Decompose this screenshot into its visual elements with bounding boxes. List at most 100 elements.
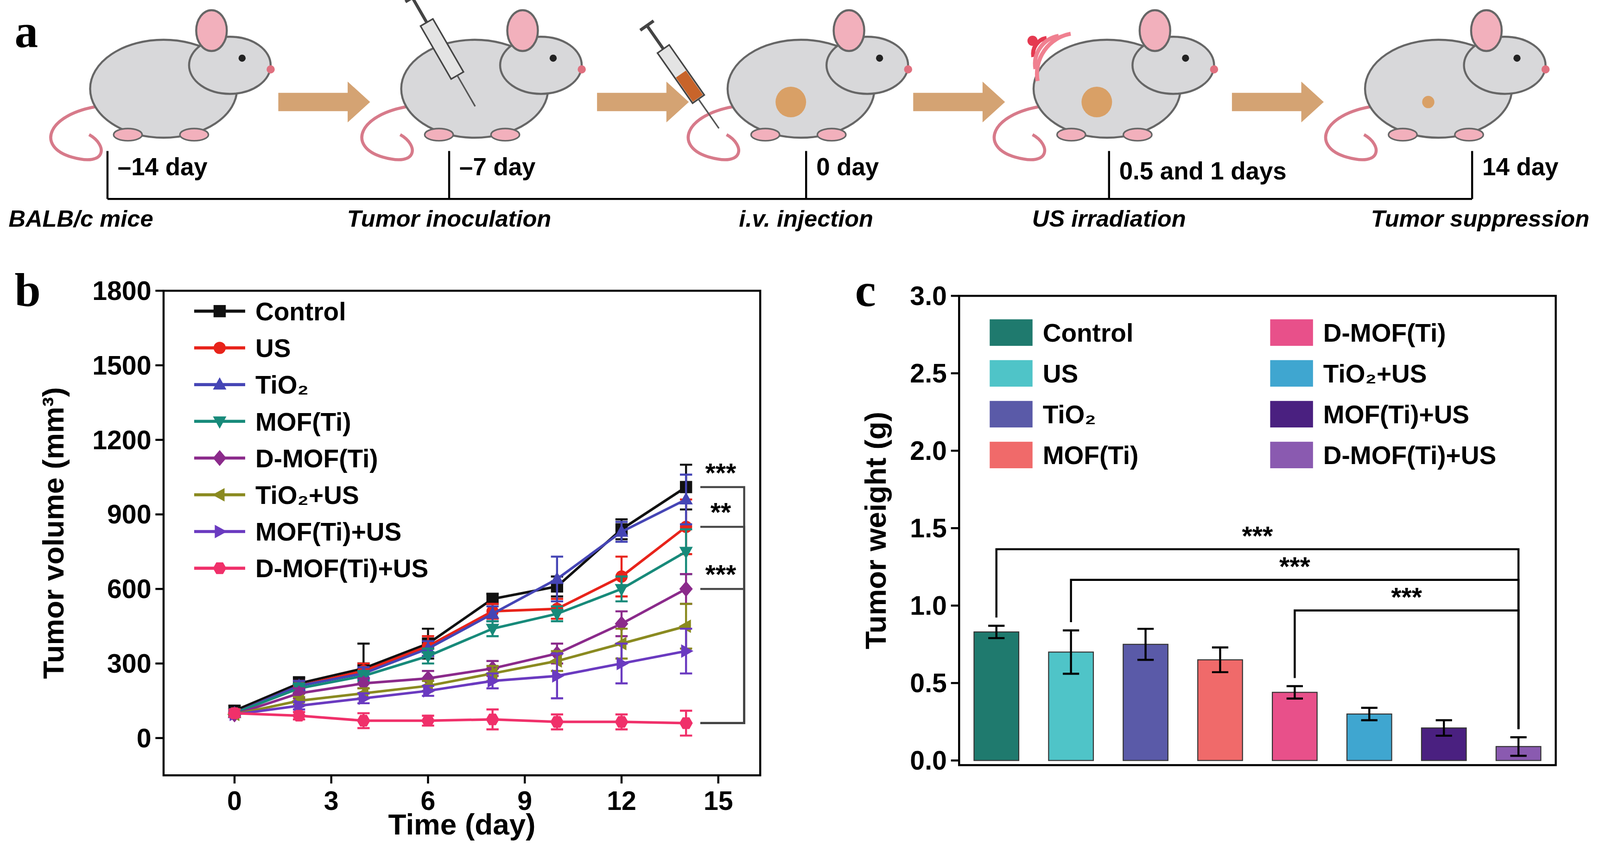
x-tick <box>620 774 623 784</box>
mouse-nose <box>266 65 275 74</box>
timeline-tick <box>1108 151 1111 199</box>
mouse-eye <box>876 54 883 62</box>
syringe-icon <box>405 0 483 111</box>
data-point <box>487 673 500 688</box>
mouse-foot <box>490 128 520 141</box>
mouse-eye <box>238 54 246 62</box>
y-tick <box>951 526 960 529</box>
legend-label: MOF(Ti) <box>255 407 352 437</box>
data-point <box>550 716 564 728</box>
y-tick-label: 0.0 <box>909 745 947 775</box>
error-bar <box>1062 630 1080 674</box>
x-axis-title: Time (day) <box>388 807 536 841</box>
syringe-plunger <box>405 0 420 2</box>
syringe-plunger <box>640 20 654 31</box>
mouse-ear <box>1139 10 1171 51</box>
panel-letter: a <box>14 5 39 58</box>
syringe-icon <box>640 20 726 134</box>
tumor <box>1422 95 1435 108</box>
y-tick <box>951 759 960 762</box>
timeline-tick <box>805 151 807 199</box>
ultrasound-source <box>1027 35 1038 46</box>
error-bar <box>988 625 1005 639</box>
legend-marker <box>214 524 227 539</box>
mouse-ear <box>1471 10 1502 51</box>
mouse-foot <box>1123 128 1153 141</box>
legend-swatch <box>989 441 1033 469</box>
timeline-time: 0.5 and 1 days <box>1119 157 1287 185</box>
tumor <box>1081 86 1112 118</box>
syringe-barrel <box>420 19 464 80</box>
y-tick-label: 1.5 <box>909 513 947 543</box>
significance-bracket <box>996 549 1519 730</box>
data-point <box>292 709 306 722</box>
legend-swatch <box>1269 400 1313 428</box>
y-tick <box>951 449 960 452</box>
timeline-panel: –14 dayBALB/c mice–7 dayTumor inoculatio… <box>8 0 1590 232</box>
data-point <box>550 608 564 621</box>
mouse-foot <box>1057 128 1086 141</box>
legend-swatch <box>989 319 1033 346</box>
series-line <box>234 499 686 713</box>
data-point <box>485 713 500 725</box>
mouse-tail <box>1325 106 1377 160</box>
data-point <box>552 668 565 683</box>
significance-label: *** <box>705 457 737 488</box>
legend-swatch <box>989 360 1033 387</box>
significance-bracket <box>700 588 745 723</box>
mouse-eye <box>549 54 557 62</box>
legend-swatch <box>989 400 1033 428</box>
y-tick <box>155 662 164 665</box>
timeline-tick <box>448 151 451 199</box>
mouse-nose <box>1541 65 1550 74</box>
plot-frame <box>958 295 1556 765</box>
legend-label: MOF(Ti)+US <box>255 517 402 547</box>
y-tick-label: 1500 <box>92 350 152 381</box>
mouse-icon <box>50 10 275 160</box>
y-tick-label: 0.5 <box>909 667 947 698</box>
flow-arrow <box>913 81 1005 123</box>
bar <box>1197 659 1243 761</box>
data-point <box>614 584 629 597</box>
syringe-plunger <box>647 25 664 49</box>
significance-bracket <box>1071 579 1519 730</box>
y-tick <box>951 681 960 684</box>
legend-marker <box>213 341 226 354</box>
y-tick-label: 2.5 <box>909 358 947 388</box>
y-tick-label: 0 <box>136 723 152 753</box>
mouse-ear <box>196 10 227 51</box>
data-point <box>679 717 693 729</box>
legend-marker <box>212 562 227 574</box>
y-tick <box>155 587 164 590</box>
timeline-time: –14 day <box>117 152 208 181</box>
mouse-foot <box>1388 128 1418 141</box>
data-point <box>679 580 693 597</box>
data-point <box>550 571 564 584</box>
legend-label: D-MOF(Ti) <box>1323 318 1447 348</box>
panel-letter: b <box>14 264 41 317</box>
y-tick-label: 300 <box>107 648 152 679</box>
x-tick-label: 15 <box>703 785 734 816</box>
y-tick <box>155 513 164 515</box>
data-point <box>614 716 629 728</box>
figure: abc–14 dayBALB/c mice–7 dayTumor inocula… <box>0 0 1600 860</box>
legend-label: Control <box>255 297 347 326</box>
data-point <box>614 524 629 537</box>
mouse-foot <box>424 128 454 141</box>
series-line <box>234 588 686 715</box>
error-bar <box>1510 736 1527 756</box>
significance-bracket <box>700 487 745 724</box>
legend-label: US <box>255 333 291 363</box>
bar <box>1123 644 1169 761</box>
y-tick <box>155 438 164 441</box>
legend-marker <box>213 304 226 318</box>
tumor <box>775 86 807 118</box>
significance-bracket <box>1294 610 1519 730</box>
flow-arrow <box>1231 81 1324 123</box>
syringe-plunger <box>412 0 427 23</box>
mouse-tail <box>361 106 413 160</box>
timeline-time: 0 day <box>816 152 880 181</box>
mouse-nose <box>1210 65 1219 74</box>
legend-swatch <box>1269 441 1313 469</box>
y-tick <box>155 736 164 739</box>
